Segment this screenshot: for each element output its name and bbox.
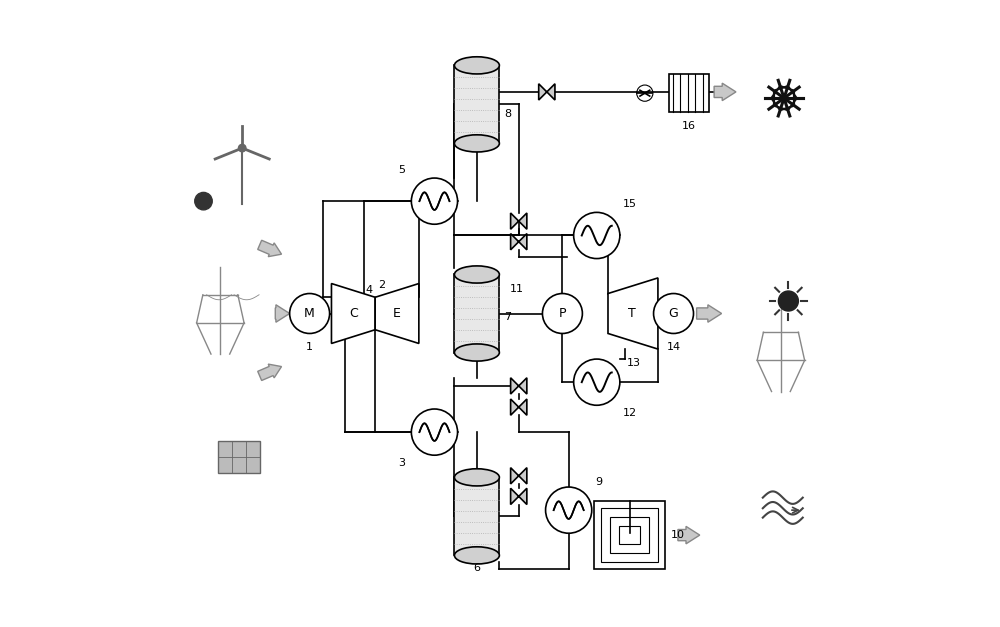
Text: 9: 9 <box>595 477 602 487</box>
Polygon shape <box>375 283 419 344</box>
FancyArrow shape <box>714 83 736 101</box>
Text: 4: 4 <box>366 285 373 295</box>
Polygon shape <box>511 399 527 415</box>
Bar <box>669 75 709 112</box>
Text: 3: 3 <box>398 458 405 468</box>
FancyArrow shape <box>697 305 722 322</box>
Polygon shape <box>331 283 375 344</box>
Text: T: T <box>628 307 636 320</box>
Text: 10: 10 <box>670 530 684 540</box>
Text: 7: 7 <box>504 312 511 322</box>
Text: 11: 11 <box>510 283 524 293</box>
Circle shape <box>778 291 798 311</box>
Polygon shape <box>539 84 555 100</box>
Bar <box>218 441 260 473</box>
Bar <box>601 508 658 562</box>
Circle shape <box>238 144 246 152</box>
FancyArrow shape <box>258 240 282 256</box>
Polygon shape <box>511 234 527 250</box>
Polygon shape <box>608 278 658 349</box>
Circle shape <box>290 293 330 334</box>
Bar <box>594 501 665 569</box>
Polygon shape <box>511 213 527 229</box>
Text: C: C <box>349 307 358 320</box>
Circle shape <box>195 192 212 210</box>
Polygon shape <box>511 488 527 505</box>
Circle shape <box>574 359 620 405</box>
Text: E: E <box>393 307 401 320</box>
Polygon shape <box>511 468 527 484</box>
Circle shape <box>411 178 458 224</box>
Text: 16: 16 <box>682 121 696 131</box>
Bar <box>454 477 499 556</box>
FancyArrow shape <box>258 364 282 381</box>
Bar <box>610 517 649 553</box>
Text: 1: 1 <box>306 342 313 352</box>
Ellipse shape <box>454 469 499 486</box>
Ellipse shape <box>454 344 499 361</box>
FancyArrow shape <box>678 526 700 544</box>
Ellipse shape <box>454 57 499 74</box>
Text: 2: 2 <box>378 280 385 290</box>
Circle shape <box>654 293 694 334</box>
Text: 14: 14 <box>666 342 681 352</box>
Text: 12: 12 <box>623 408 637 418</box>
Circle shape <box>411 409 458 455</box>
Ellipse shape <box>454 135 499 152</box>
Ellipse shape <box>454 266 499 283</box>
Text: 5: 5 <box>398 165 405 175</box>
Circle shape <box>574 213 620 258</box>
Bar <box>619 525 640 544</box>
Bar <box>454 65 499 144</box>
Circle shape <box>542 293 582 334</box>
Text: G: G <box>669 307 678 320</box>
Text: M: M <box>304 307 315 320</box>
Text: 8: 8 <box>504 109 511 119</box>
Text: 15: 15 <box>623 199 637 209</box>
Text: 6: 6 <box>473 563 480 573</box>
Circle shape <box>546 487 592 533</box>
Text: 13: 13 <box>627 359 641 369</box>
Text: P: P <box>559 307 566 320</box>
Polygon shape <box>511 378 527 394</box>
Ellipse shape <box>454 547 499 564</box>
Bar <box>454 275 499 352</box>
FancyArrow shape <box>275 305 290 322</box>
